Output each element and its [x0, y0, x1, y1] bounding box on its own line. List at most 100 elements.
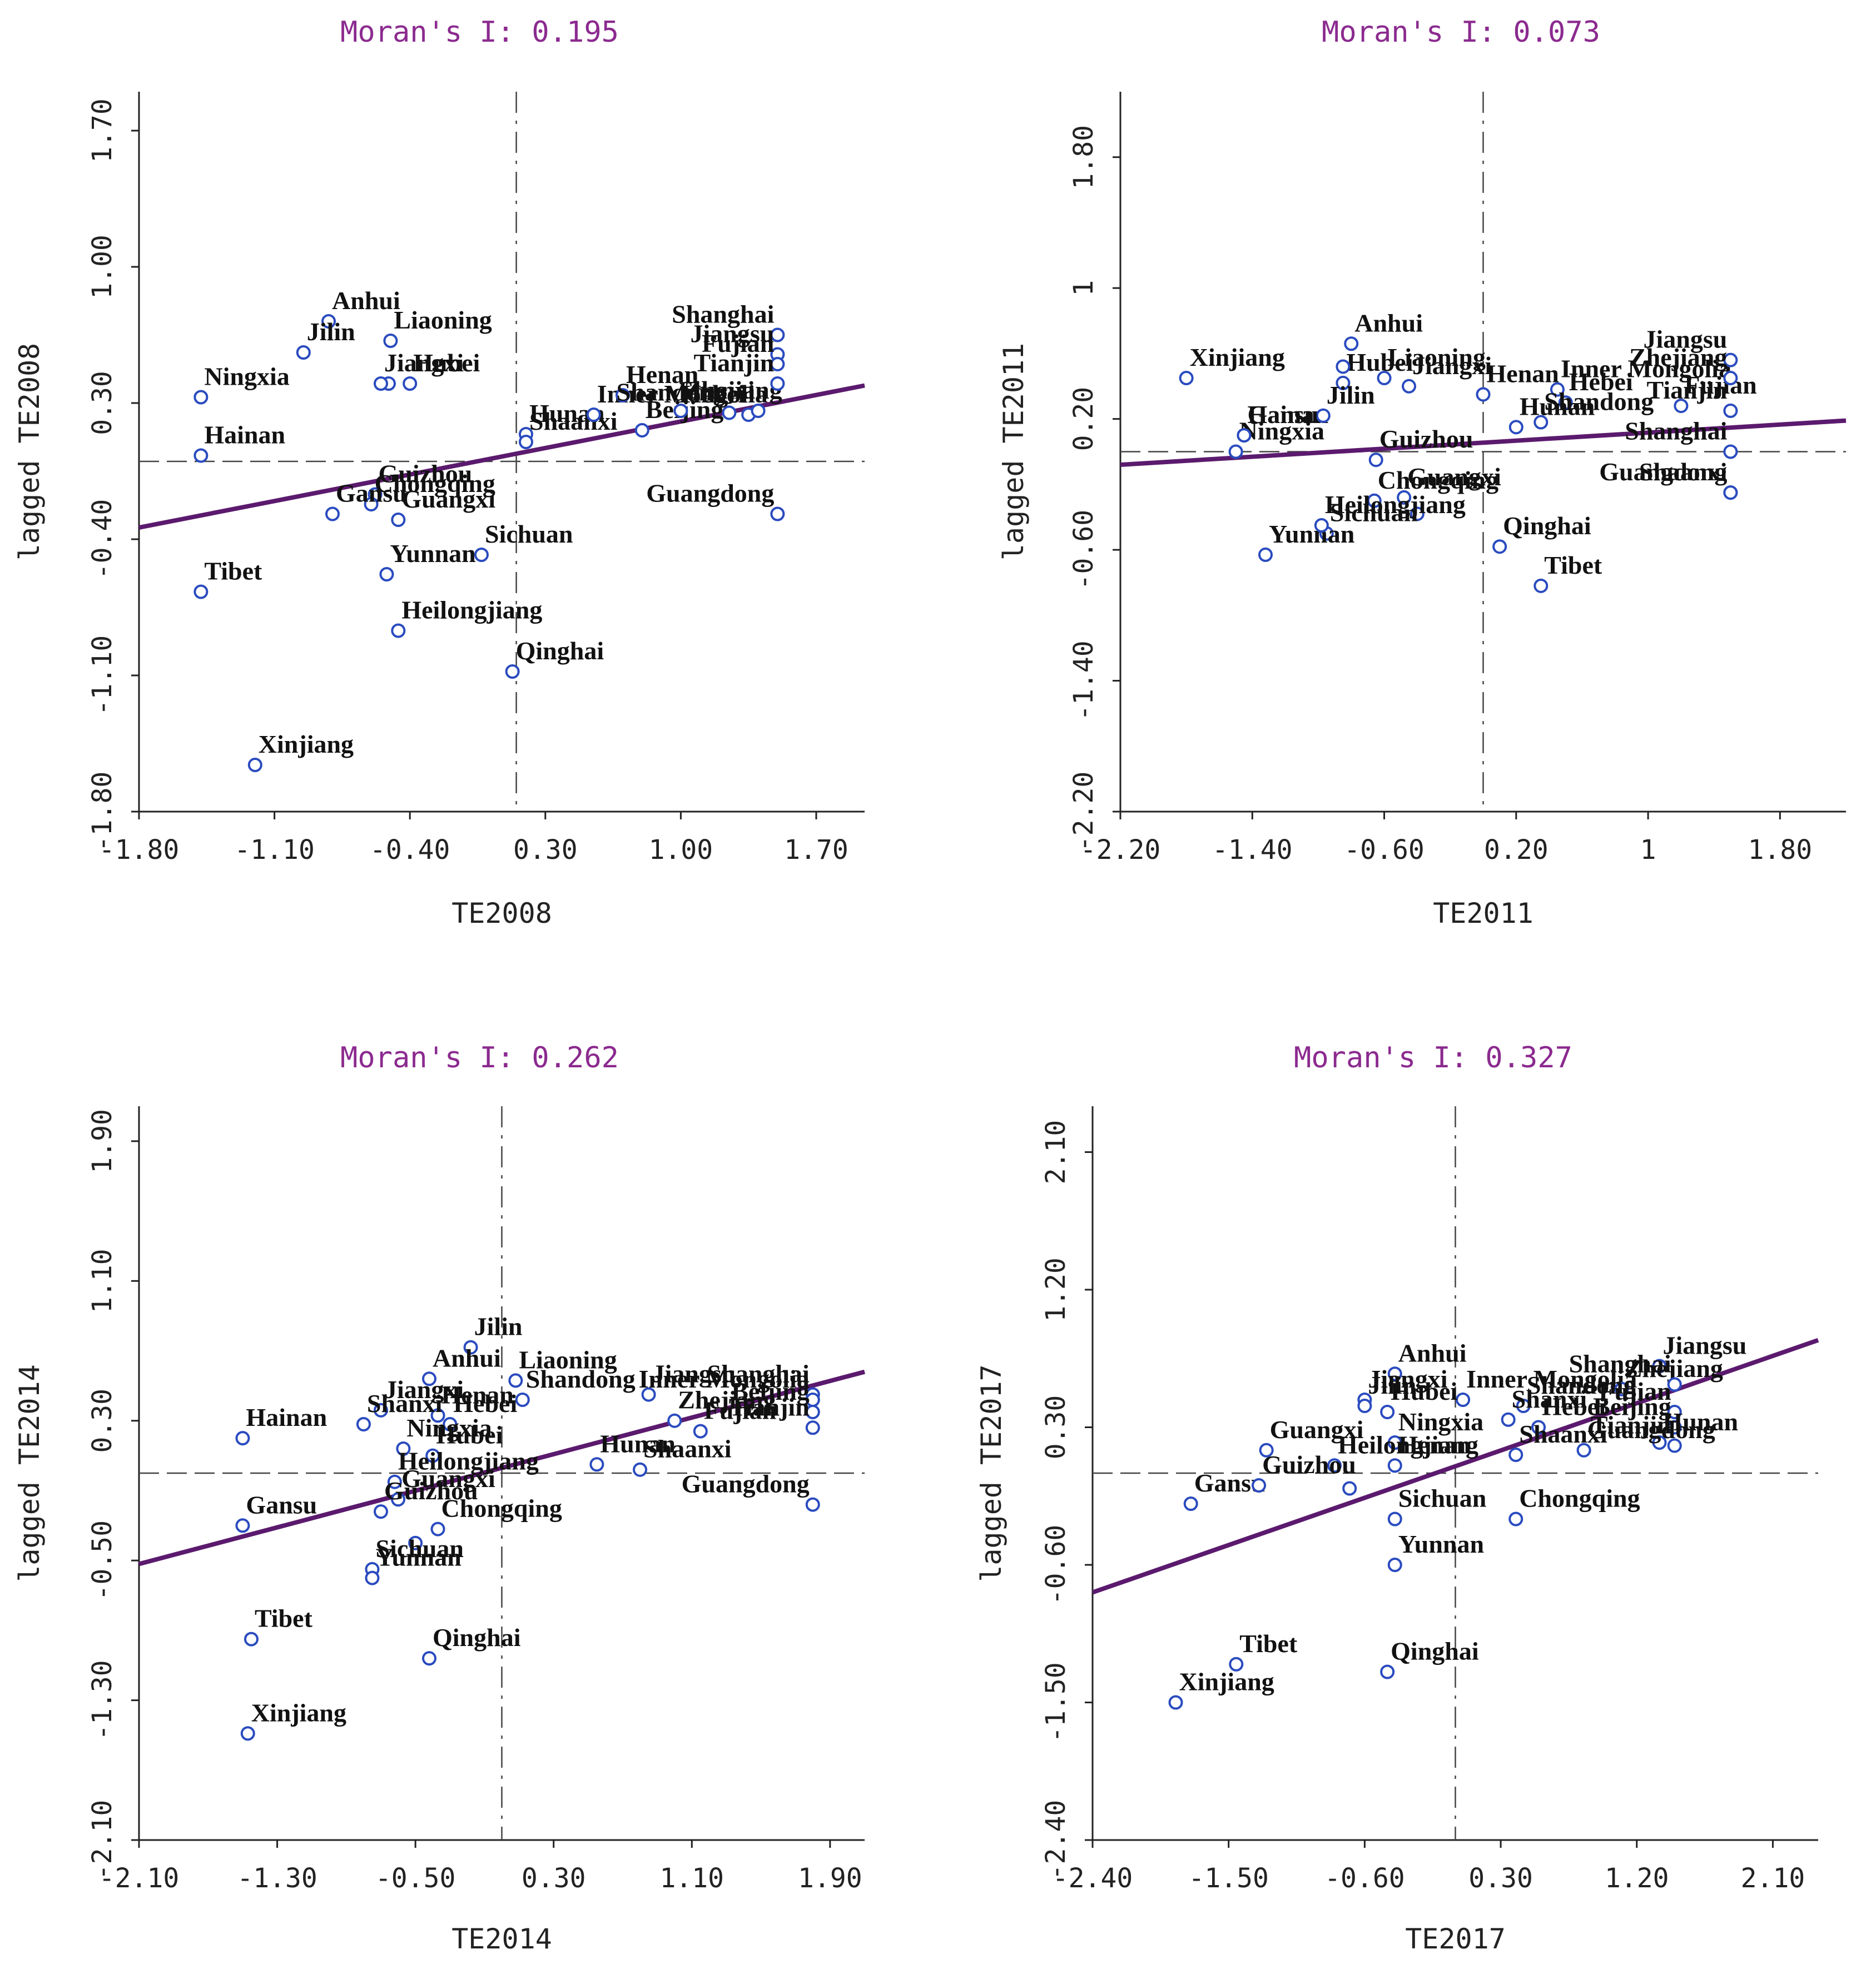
y-tick-label: -1.80 — [87, 772, 118, 852]
data-point — [430, 1522, 445, 1537]
x-tick-label: 0.30 — [522, 1863, 586, 1894]
data-point — [235, 1431, 250, 1446]
point-label: Hebei — [453, 1389, 517, 1418]
data-point — [673, 404, 688, 418]
point-label: Ningxia — [1398, 1408, 1483, 1436]
data-point — [1387, 1366, 1402, 1381]
x-tick-label: 1.70 — [784, 834, 848, 866]
point-label: Sichuan — [485, 520, 573, 548]
data-point — [1168, 1695, 1183, 1710]
data-point — [1531, 1420, 1546, 1435]
data-point — [641, 1387, 656, 1402]
point-label: Gansu — [336, 479, 407, 508]
point-label: Liaoning — [394, 306, 492, 334]
point-label: Zhejiang — [684, 376, 782, 404]
point-label: Henan — [626, 360, 698, 389]
point-label: Hubei — [1346, 348, 1413, 376]
point-label: Xinjiang — [1190, 343, 1285, 371]
data-point — [1652, 1435, 1667, 1450]
data-point — [391, 623, 406, 638]
point-label: Hainan — [1247, 400, 1328, 429]
data-point — [1402, 379, 1417, 394]
y-tick-label: 0.30 — [1040, 1395, 1071, 1460]
point-label: Sichuan — [1398, 1484, 1487, 1513]
regression-line — [138, 383, 865, 530]
y-tick-label: 1.70 — [87, 98, 118, 163]
scatter-panel-4: Moran's I: 0.327 -2.40 -1.50 -0.60 0.30 1.20 2… — [975, 1041, 1819, 1955]
data-point — [443, 1417, 458, 1431]
point-label: Hunan — [1663, 1408, 1739, 1436]
data-point — [403, 376, 418, 391]
data-point — [374, 376, 388, 391]
point-label: Yunnan — [375, 1543, 461, 1572]
moran-title: Moran's I: 0.195 — [340, 16, 619, 49]
point-label: Guizhou — [379, 460, 473, 488]
point-label: Shandong — [526, 1365, 636, 1393]
point-label: Hebei — [1542, 1393, 1606, 1421]
point-label: Shanghai — [672, 300, 774, 329]
point-label: Qinghai — [1503, 511, 1591, 540]
point-label: Chongqing — [1519, 1484, 1640, 1513]
y-tick-label: 1.20 — [1040, 1257, 1071, 1322]
data-point — [365, 1570, 380, 1585]
point-label: Shanxi — [367, 1389, 443, 1418]
data-point — [1674, 399, 1689, 414]
point-label: Liaoning — [519, 1345, 617, 1374]
point-label: Hainan — [204, 421, 285, 449]
point-label: Guangdong — [1599, 458, 1727, 486]
point-label: Tibet — [204, 557, 262, 585]
point-label: Hubei — [413, 349, 480, 377]
point-label: Henan — [1487, 359, 1559, 387]
point-label: Chongqing — [375, 469, 495, 498]
point-label: Inner Mongolia — [1561, 355, 1731, 383]
point-label: Jiangsu — [652, 1360, 736, 1388]
data-point — [1357, 1399, 1372, 1413]
data-point — [1533, 578, 1549, 593]
data-point — [325, 506, 340, 521]
point-label: Shanxi — [679, 376, 755, 404]
data-point — [1476, 387, 1491, 402]
data-point — [240, 1726, 255, 1741]
point-label: Jilin — [1368, 1371, 1416, 1399]
y-tick-label: 0.30 — [87, 371, 118, 435]
data-point — [1229, 1657, 1244, 1672]
data-point — [505, 664, 520, 679]
point-label: Heilongjiang — [401, 596, 542, 624]
point-label: Hunan — [1520, 392, 1595, 420]
regression-line — [1120, 418, 1847, 468]
data-point — [805, 1497, 820, 1512]
data-point — [1723, 371, 1738, 386]
point-label: Qinghai — [433, 1623, 521, 1652]
x-axis-label: TE2008 — [451, 897, 552, 929]
x-tick-label: -1.80 — [99, 834, 180, 866]
y-tick-label: -2.10 — [87, 1800, 118, 1881]
y-axis-label: lagged TE2011 — [997, 343, 1030, 560]
data-point — [770, 376, 785, 391]
point-label: Fujian — [702, 329, 774, 357]
y-tick-label: 1 — [1068, 280, 1099, 296]
point-label: Ningxia — [204, 362, 289, 391]
y-tick-label: -0.60 — [1040, 1525, 1071, 1605]
x-tick-label: 1.90 — [798, 1863, 862, 1894]
data-point — [1558, 395, 1573, 410]
x-tick-label: 1.80 — [1748, 834, 1813, 866]
data-point — [1410, 506, 1425, 521]
point-label: Tibet — [255, 1604, 313, 1633]
y-tick-label: -2.20 — [1068, 772, 1099, 852]
point-label: Ningxia — [406, 1414, 492, 1442]
data-point — [247, 758, 262, 772]
point-label: Shanxi — [1512, 1385, 1587, 1413]
point-label: Shaanxi — [1519, 1420, 1607, 1448]
data-point — [235, 1518, 250, 1533]
data-point — [1179, 371, 1194, 386]
x-tick-label: 1 — [1640, 834, 1656, 866]
data-point — [1336, 375, 1351, 390]
x-tick-label: 0.30 — [1468, 1863, 1533, 1894]
point-label: Tibet — [1239, 1629, 1298, 1658]
data-point — [770, 327, 785, 342]
point-label: Tianjin — [693, 349, 774, 377]
data-point — [193, 584, 209, 599]
point-label: Chongqing — [441, 1494, 562, 1523]
x-tick-label: -0.60 — [1324, 1863, 1405, 1894]
point-label: Inner Mongolia — [639, 1365, 810, 1393]
